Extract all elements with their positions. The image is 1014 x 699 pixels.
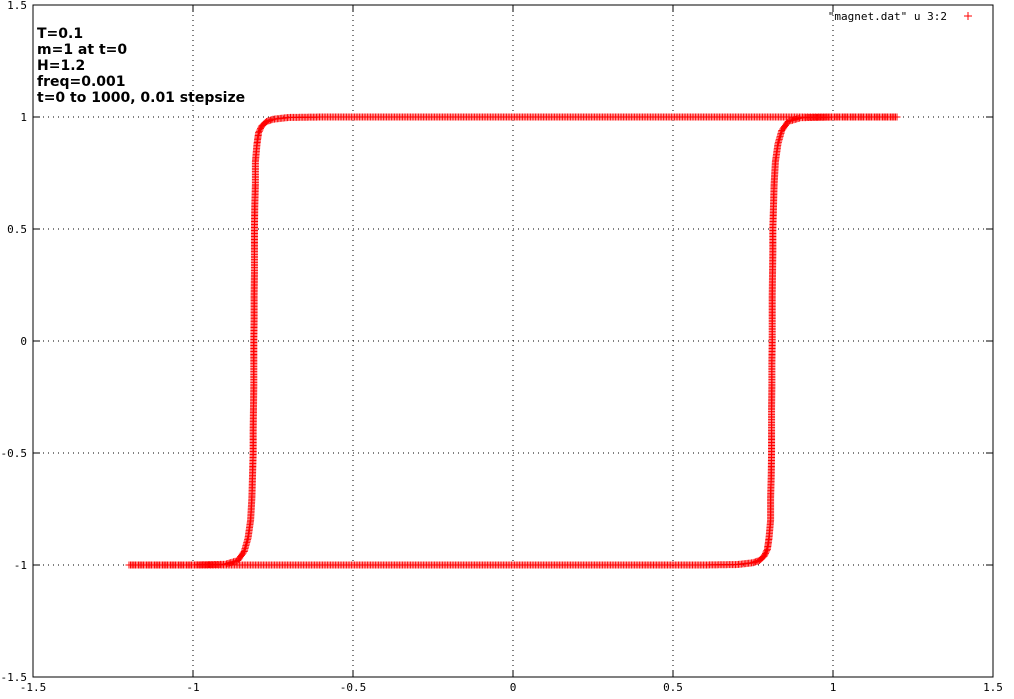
legend-marker-plus-icon (964, 12, 972, 20)
legend: "magnet.dat" u 3:2 (828, 10, 972, 23)
x-tick-label: 0 (510, 681, 517, 694)
x-tick-label: 0.5 (663, 681, 683, 694)
series-0 (125, 113, 901, 569)
x-tick-label: 1 (830, 681, 837, 694)
annotation-line: m=1 at t=0 (37, 42, 127, 58)
y-tick-label: 0 (20, 335, 27, 348)
data-series (125, 113, 901, 569)
y-tick-label: -0.5 (1, 447, 28, 460)
x-tick-label: 1.5 (983, 681, 1003, 694)
y-tick-label: 1 (20, 111, 27, 124)
annotation-line: freq=0.001 (37, 74, 126, 90)
annotation-line: H=1.2 (37, 58, 85, 74)
legend-entry-label: "magnet.dat" u 3:2 (828, 10, 947, 23)
annotation-line: t=0 to 1000, 0.01 stepsize (37, 90, 245, 106)
y-tick-label: 0.5 (7, 223, 27, 236)
y-tick-label: -1 (14, 559, 27, 572)
annotation-line: T=0.1 (37, 26, 83, 42)
x-tick-label: -0.5 (340, 681, 367, 694)
y-tick-label: -1.5 (1, 671, 28, 684)
data-point (893, 113, 901, 121)
x-tick-label: -1 (186, 681, 199, 694)
plot-frame (32, 4, 994, 678)
y-tick-label: 1.5 (7, 0, 27, 12)
branch-increasing (125, 113, 901, 569)
x-tick-label: -1.5 (20, 681, 47, 694)
